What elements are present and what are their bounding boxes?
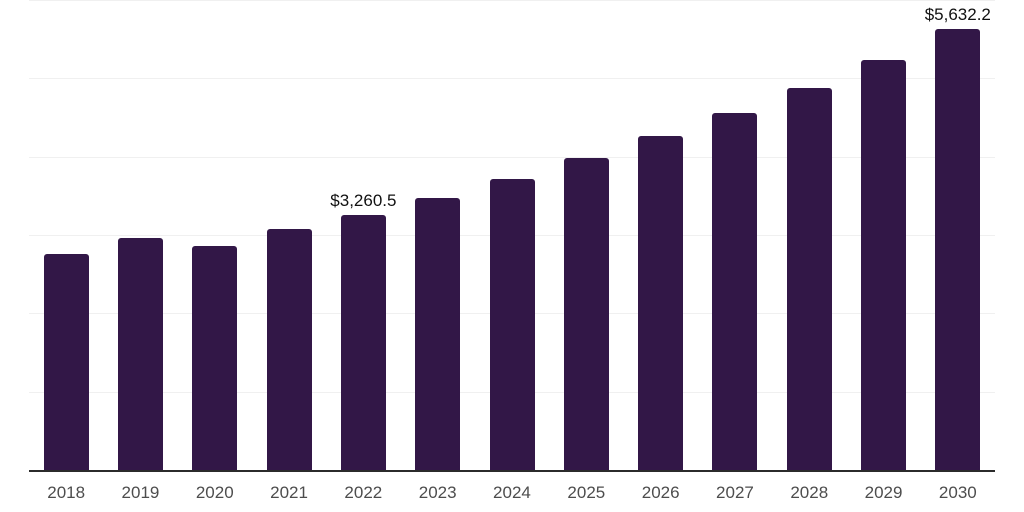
x-tick-2018: 2018 — [47, 483, 86, 502]
x-tick-2030: 2030 — [938, 483, 977, 502]
value-label-2022: $3,260.5 — [330, 190, 397, 210]
x-axis-labels: 2018 2019 2020 2021 2022 2023 2024 2025 2026 2027… — [29, 483, 995, 505]
x-tick-2019: 2019 — [121, 483, 160, 502]
x-tick-2029: 2029 — [864, 483, 903, 502]
bar-2019 — [118, 237, 163, 470]
gridline-6000 — [29, 0, 995, 1]
x-tick-2027: 2027 — [716, 483, 754, 502]
x-tick-2022: 2022 — [344, 483, 383, 502]
bar-2026 — [638, 136, 684, 470]
bar-2029 — [861, 59, 906, 470]
bar-2018 — [43, 254, 89, 470]
x-axis-line — [29, 470, 995, 472]
bar-2022 — [340, 214, 386, 470]
x-tick-2024: 2024 — [493, 483, 531, 502]
plot-area: $3,260.5 $5,632.2 — [29, 0, 995, 470]
x-tick-2020: 2020 — [195, 483, 234, 502]
x-tick-2026: 2026 — [641, 483, 680, 502]
bar-2020 — [192, 246, 238, 470]
x-tick-2023: 2023 — [418, 483, 457, 502]
bar-2028 — [786, 88, 832, 470]
bar-2027 — [712, 112, 758, 470]
x-tick-2025: 2025 — [567, 483, 606, 502]
bar-2030 — [935, 28, 981, 470]
bar-2023 — [415, 198, 461, 470]
value-label-2030: $5,632.2 — [924, 4, 991, 24]
bar-2025 — [563, 158, 609, 470]
bar-2021 — [266, 229, 312, 470]
x-tick-2021: 2021 — [270, 483, 308, 502]
bar-2024 — [489, 179, 535, 470]
x-tick-2028: 2028 — [790, 483, 829, 502]
gridline-5000 — [29, 78, 995, 80]
gridline-4000 — [29, 156, 995, 158]
